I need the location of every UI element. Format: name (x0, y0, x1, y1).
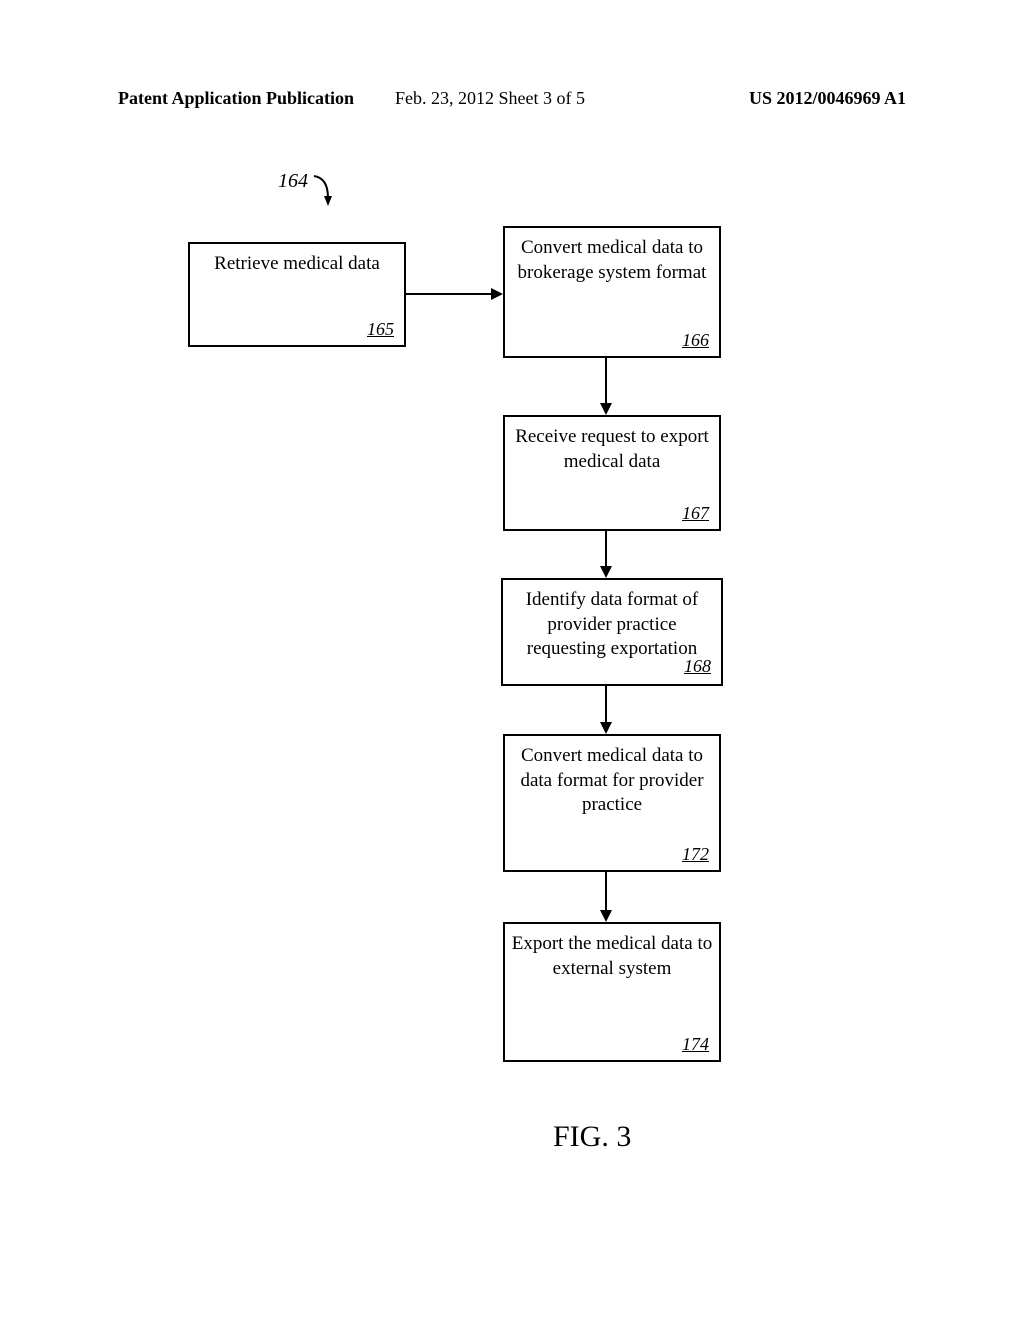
box-number: 168 (684, 655, 711, 678)
box-text: Export the medical data to external syst… (511, 932, 713, 981)
header-center: Feb. 23, 2012 Sheet 3 of 5 (395, 88, 585, 109)
ref-label-text: 164 (278, 170, 308, 192)
header-right: US 2012/0046969 A1 (749, 88, 906, 109)
page-header: Patent Application Publication Feb. 23, … (0, 88, 1024, 109)
flowchart-box-168: Identify data format of provider practic… (501, 578, 723, 686)
box-number: 172 (682, 843, 709, 866)
box-text: Receive request to export medical data (511, 425, 713, 474)
flowchart-box-166: Convert medical data to brokerage system… (503, 226, 721, 358)
box-text: Identify data format of provider practic… (509, 588, 715, 662)
flowchart-arrow (605, 531, 607, 568)
box-text: Convert medical data to data format for … (511, 744, 713, 818)
flowchart-arrow (605, 358, 607, 405)
ref-arrow-icon (310, 172, 340, 212)
flowchart-box-172: Convert medical data to data format for … (503, 734, 721, 872)
reference-label-164: 164 (278, 170, 308, 193)
arrowhead-right-icon (491, 288, 503, 300)
header-left: Patent Application Publication (118, 88, 354, 109)
arrowhead-down-icon (600, 722, 612, 734)
box-text: Convert medical data to brokerage system… (511, 236, 713, 285)
box-number: 174 (682, 1033, 709, 1056)
flowchart-box-174: Export the medical data to external syst… (503, 922, 721, 1062)
flowchart-arrow (406, 293, 493, 295)
arrowhead-down-icon (600, 566, 612, 578)
flowchart-arrow (605, 686, 607, 724)
box-number: 166 (682, 329, 709, 352)
flowchart-box-167: Receive request to export medical data 1… (503, 415, 721, 531)
arrowhead-down-icon (600, 403, 612, 415)
box-number: 165 (367, 318, 394, 341)
figure-label: FIG. 3 (553, 1120, 631, 1154)
flowchart-box-165: Retrieve medical data 165 (188, 242, 406, 347)
flowchart-arrow (605, 872, 607, 912)
box-text: Retrieve medical data (196, 252, 398, 277)
arrowhead-down-icon (600, 910, 612, 922)
box-number: 167 (682, 502, 709, 525)
